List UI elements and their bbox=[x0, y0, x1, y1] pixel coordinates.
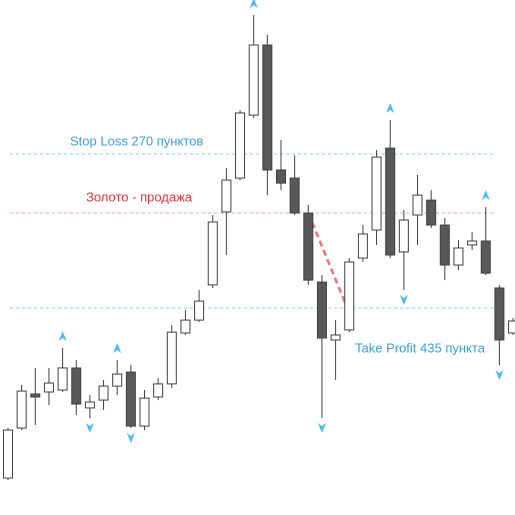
candle-body bbox=[398, 219, 409, 253]
level-label: Take Profit 435 пункта bbox=[355, 340, 486, 355]
candle-body bbox=[84, 401, 95, 409]
candle-body bbox=[16, 390, 27, 429]
candle-body bbox=[221, 179, 232, 213]
up-arrow bbox=[481, 190, 490, 201]
candle-body bbox=[494, 287, 505, 341]
candle-body bbox=[262, 44, 273, 171]
candle-body bbox=[508, 320, 515, 334]
candle-body bbox=[235, 112, 246, 179]
down-arrow bbox=[399, 294, 408, 305]
candle-body bbox=[316, 281, 327, 339]
candle-body bbox=[439, 224, 450, 266]
up-arrow bbox=[58, 331, 67, 342]
candle-body bbox=[139, 397, 150, 427]
candle-body bbox=[330, 334, 341, 341]
candle-body bbox=[276, 169, 286, 184]
candle-body bbox=[71, 367, 82, 405]
down-arrow bbox=[495, 370, 504, 381]
candle-body bbox=[98, 385, 109, 401]
candle-body bbox=[125, 371, 136, 427]
candle-body bbox=[467, 240, 478, 246]
candle-body bbox=[303, 212, 314, 281]
candle-body bbox=[344, 261, 355, 331]
candle-body bbox=[357, 233, 368, 259]
level-label: Stop Loss 270 пунктов bbox=[70, 133, 203, 148]
candle-body bbox=[371, 156, 382, 231]
candle-body bbox=[453, 247, 464, 266]
up-arrow bbox=[249, 0, 258, 9]
signal-line bbox=[307, 212, 349, 309]
candle-body bbox=[207, 221, 218, 286]
candle-body bbox=[43, 382, 54, 393]
candle-body bbox=[412, 194, 423, 216]
candle-body bbox=[30, 393, 41, 398]
candle-body bbox=[289, 177, 300, 214]
down-arrow bbox=[85, 422, 94, 433]
candle-body bbox=[180, 319, 191, 334]
candle-body bbox=[426, 199, 437, 226]
candle-body bbox=[480, 240, 491, 274]
up-arrow bbox=[386, 102, 395, 113]
down-arrow bbox=[317, 422, 326, 433]
candle-body bbox=[166, 331, 177, 385]
level-label: Золото - продажа bbox=[86, 189, 193, 204]
candle-body bbox=[153, 383, 164, 398]
candle-body bbox=[248, 44, 259, 116]
candle-body bbox=[3, 429, 13, 479]
candle-body bbox=[57, 367, 68, 391]
candle-body bbox=[194, 300, 205, 321]
candle-body bbox=[112, 373, 123, 387]
candle-body bbox=[385, 147, 396, 256]
down-arrow bbox=[126, 433, 135, 444]
up-arrow bbox=[113, 343, 122, 354]
